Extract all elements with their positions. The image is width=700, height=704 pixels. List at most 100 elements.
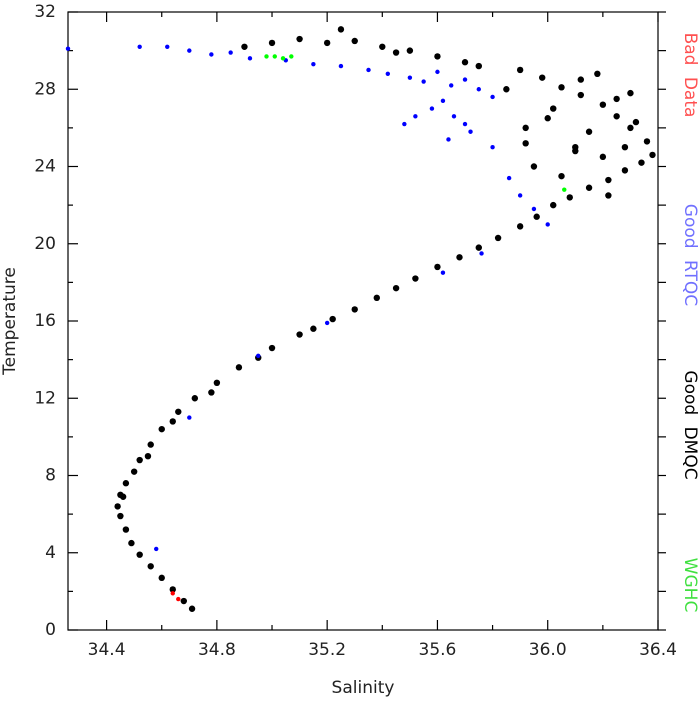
point [329,315,336,323]
point [247,56,253,61]
point [522,124,529,132]
point [516,223,524,230]
point [130,468,138,475]
point [503,86,510,93]
point [176,596,181,602]
point [577,76,585,83]
point [539,74,546,81]
legend-entry: Good RTQC [680,204,700,306]
point [191,395,199,402]
point [412,275,419,282]
point [147,441,154,448]
point [494,234,502,242]
point [264,54,269,59]
point [324,320,330,326]
point [462,77,468,82]
point [268,344,276,352]
point [558,84,565,91]
point [468,129,473,134]
point [462,121,468,127]
point [522,140,529,147]
point [435,69,440,75]
point [385,71,391,77]
point [531,206,537,212]
point [516,66,524,74]
point [533,213,540,220]
point [421,79,426,84]
point [517,193,523,198]
point [280,56,286,61]
point [128,539,135,547]
point [117,512,124,520]
y-tick-label: 24 [34,157,56,177]
point [627,89,634,97]
point [114,503,121,510]
point [562,187,567,192]
point [235,364,243,371]
point [209,52,214,57]
point [434,53,441,60]
point [170,591,175,596]
point [136,551,143,558]
point [366,67,371,73]
x-tick-label: 36.4 [639,640,677,660]
point [613,95,620,103]
point [476,87,481,92]
point [475,244,482,251]
point [122,480,130,487]
point [456,254,463,261]
point [392,284,400,292]
point [407,75,413,80]
point [544,115,551,122]
y-axis-label: Temperature [0,267,20,376]
plot-frame [67,11,659,631]
point [136,456,143,464]
y-tick-label: 16 [34,311,56,331]
point [461,59,469,66]
legend-entry: Good DMQC [680,370,700,479]
legend-entry: Bad Data [680,33,700,118]
point [147,563,154,570]
point [429,106,435,111]
point [490,94,495,100]
point [566,194,573,201]
point [373,294,380,302]
point [289,54,294,59]
point [446,137,451,142]
y-tick-label: 0 [45,620,56,640]
point [613,113,620,120]
point [256,353,261,358]
point [379,43,386,50]
y-tick-label: 28 [34,79,56,99]
point [406,47,414,54]
point [392,49,400,56]
x-axis-label: Salinity [332,678,395,698]
point [119,493,127,500]
point [169,586,176,593]
y-tick-label: 8 [45,466,56,486]
point [585,184,593,191]
point [310,325,317,332]
point [599,153,607,161]
point [241,43,248,50]
point [632,118,640,126]
point [621,167,629,174]
point [169,418,176,425]
point [638,159,645,166]
point [272,54,277,59]
point [490,144,495,150]
point [621,143,629,151]
point [144,452,152,460]
point [338,63,344,69]
point [180,597,187,605]
y-tick-label: 4 [45,543,56,563]
point [530,163,538,170]
point [311,61,316,67]
point [187,415,192,420]
point [449,83,454,88]
point [402,121,407,127]
point [479,251,484,256]
point [440,270,446,275]
legend-entry: WGHC [680,558,700,613]
point [137,44,142,49]
